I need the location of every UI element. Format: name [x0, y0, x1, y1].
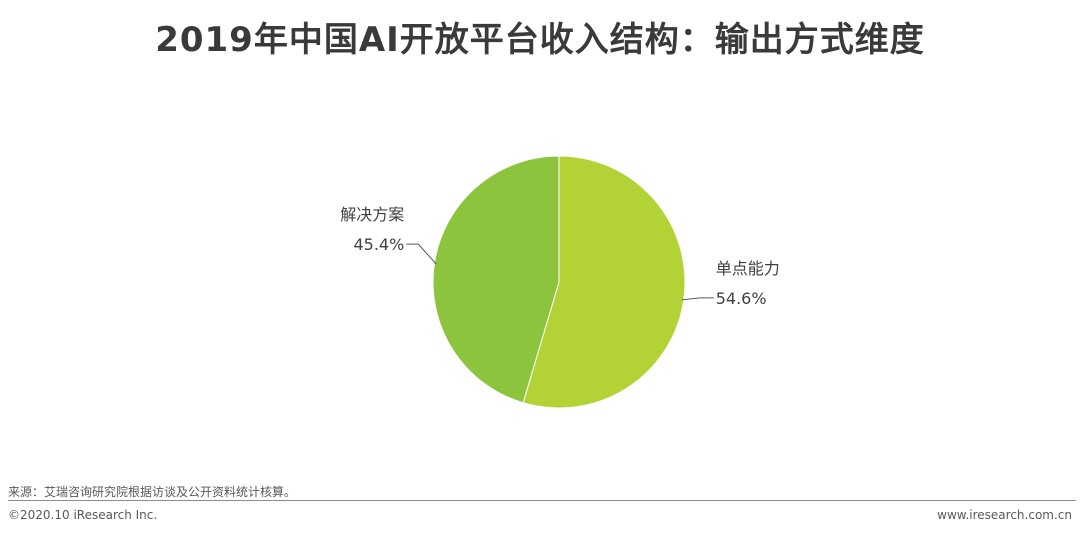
- slice-2: [432, 155, 560, 404]
- leader-line-2: [406, 243, 437, 265]
- slice-value-1: 54.6%: [716, 289, 767, 308]
- copyright-text: ©2020.10 iResearch Inc.: [8, 508, 158, 522]
- slice-label-2: 解决方案: [340, 205, 404, 224]
- slice-value-2: 45.4%: [353, 235, 404, 254]
- footer-divider: [8, 500, 1076, 501]
- website-link[interactable]: www.iresearch.com.cn: [937, 508, 1072, 522]
- slice-label-1: 单点能力: [716, 259, 780, 278]
- leader-line-1: [681, 297, 714, 301]
- chart-title: 2019年中国AI开放平台收入结构：输出方式维度: [155, 20, 925, 60]
- source-note: 来源：艾瑞咨询研究院根据访谈及公开资料统计核算。: [8, 485, 297, 499]
